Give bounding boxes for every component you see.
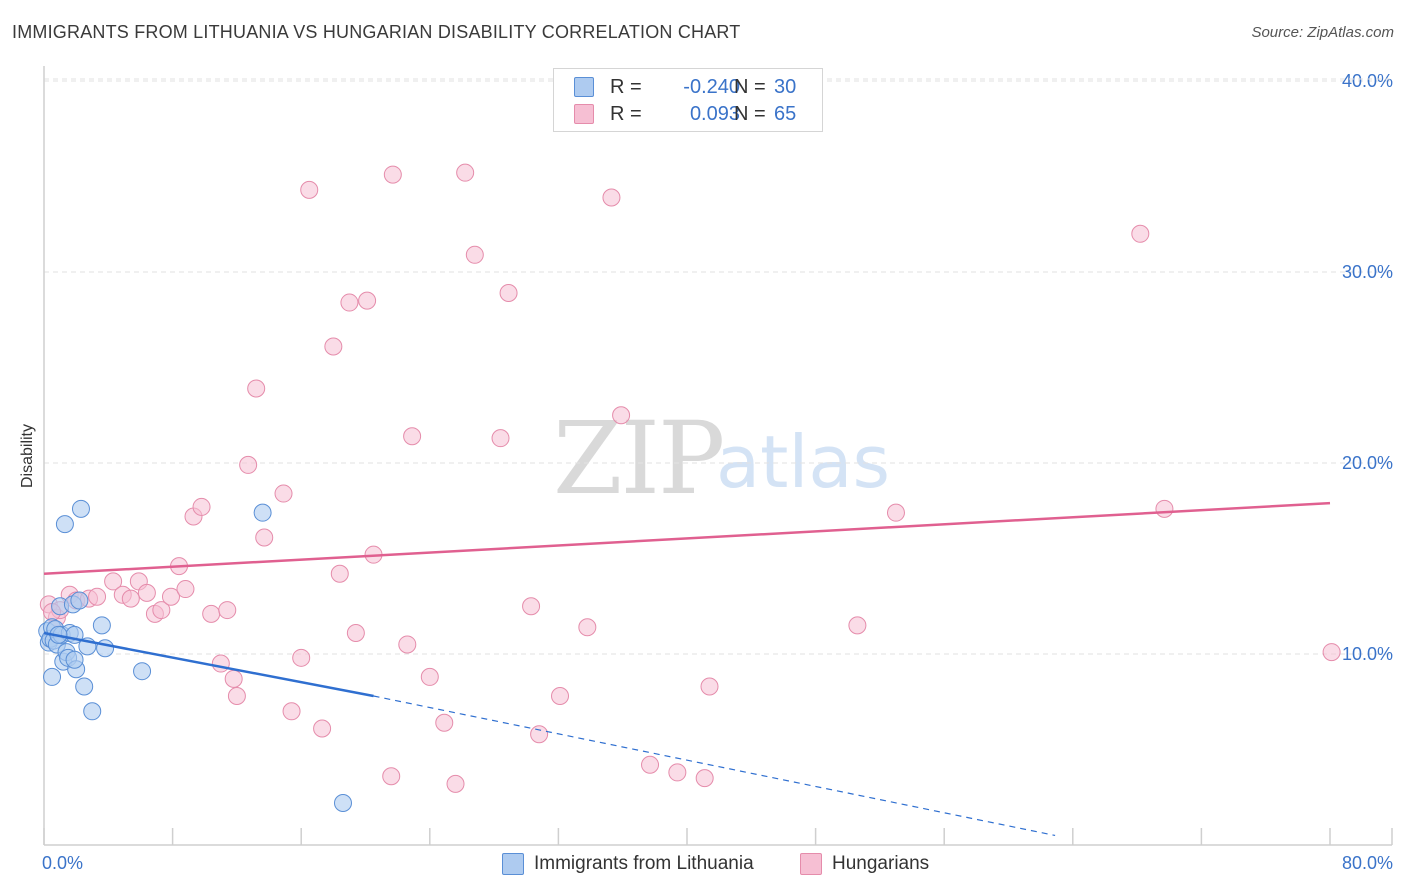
y-tick-label: 30.0% — [1342, 262, 1393, 282]
legend-label-hungarians: Hungarians — [832, 853, 929, 875]
hungarians-point — [603, 189, 620, 206]
hungarians-point — [314, 720, 331, 737]
hungarians-point — [552, 688, 569, 705]
hungarians-point — [642, 756, 659, 773]
lithuania-point — [44, 668, 61, 685]
hungarians-point — [531, 726, 548, 743]
hungarians-point — [1132, 225, 1149, 242]
legend-swatch-pink — [800, 853, 822, 875]
lithuania-point — [254, 504, 271, 521]
hungarians-point — [301, 181, 318, 198]
hungarians-point — [138, 584, 155, 601]
lithuania-point — [71, 592, 88, 609]
hungarians-point — [212, 655, 229, 672]
hungarians-point — [122, 590, 139, 607]
lithuania-point — [334, 794, 351, 811]
blue-r-label: R = — [610, 76, 642, 99]
lithuania-point — [72, 500, 89, 517]
lithuania-point — [76, 678, 93, 695]
pink-n-label: N = — [734, 103, 766, 126]
lithuania-trend-extension — [374, 696, 1056, 835]
hungarians-point — [849, 617, 866, 634]
blue-n-value: 30 — [774, 76, 796, 99]
hungarians-point — [613, 407, 630, 424]
hungarians-point — [331, 565, 348, 582]
hungarians-point — [89, 588, 106, 605]
lithuania-trend-line — [44, 633, 374, 696]
hungarians-point — [283, 703, 300, 720]
blue-r-value: -0.240 — [648, 76, 740, 99]
hungarians-point — [359, 292, 376, 309]
hungarians-point — [399, 636, 416, 653]
hungarians-point — [248, 380, 265, 397]
lithuania-point — [56, 516, 73, 533]
hungarians-point — [447, 775, 464, 792]
hungarians-point — [457, 164, 474, 181]
hungarians-point — [228, 688, 245, 705]
y-tick-label: 10.0% — [1342, 644, 1393, 664]
hungarians-point — [421, 668, 438, 685]
hungarians-point — [347, 624, 364, 641]
legend-item-hungarians: Hungarians — [800, 852, 929, 876]
hungarians-point — [579, 619, 596, 636]
y-tick-label: 20.0% — [1342, 453, 1393, 473]
legend-swatch-blue — [502, 853, 524, 875]
hungarians-point — [669, 764, 686, 781]
hungarians-point — [500, 285, 517, 302]
hungarians-point — [219, 602, 236, 619]
hungarians-point — [341, 294, 358, 311]
legend-label-lithuania: Immigrants from Lithuania — [534, 853, 754, 875]
hungarians-point — [701, 678, 718, 695]
hungarians-point — [225, 670, 242, 687]
hungarians-point — [293, 649, 310, 666]
x-tick-label-max: 80.0% — [1342, 853, 1393, 873]
hungarians-point — [523, 598, 540, 615]
blue-swatch — [574, 77, 594, 97]
lithuania-point — [84, 703, 101, 720]
hungarians-point — [887, 504, 904, 521]
hungarians-point — [436, 714, 453, 731]
hungarians-point — [696, 770, 713, 787]
hungarians-point — [1323, 644, 1340, 661]
blue-n-label: N = — [734, 76, 766, 99]
hungarians-point — [404, 428, 421, 445]
pink-swatch — [574, 104, 594, 124]
hungarians-trend-line — [44, 503, 1330, 574]
hungarians-point — [384, 166, 401, 183]
pink-r-value: 0.093 — [648, 103, 740, 126]
hungarians-point — [193, 498, 210, 515]
hungarians-point — [275, 485, 292, 502]
pink-n-value: 65 — [774, 103, 796, 126]
hungarians-point — [240, 456, 257, 473]
lithuania-point — [66, 651, 83, 668]
y-tick-label: 40.0% — [1342, 71, 1393, 91]
hungarians-point — [1156, 500, 1173, 517]
hungarians-point — [492, 430, 509, 447]
x-tick-label-min: 0.0% — [42, 853, 83, 873]
hungarians-point — [256, 529, 273, 546]
legend-item-lithuania: Immigrants from Lithuania — [502, 852, 754, 876]
lithuania-point — [93, 617, 110, 634]
hungarians-point — [383, 768, 400, 785]
hungarians-point — [325, 338, 342, 355]
hungarians-point — [203, 605, 220, 622]
lithuania-point — [134, 663, 151, 680]
hungarians-point — [466, 246, 483, 263]
pink-r-label: R = — [610, 103, 642, 126]
scatter-plot: 10.0% 20.0% 30.0% 40.0% 0.0% 80.0% — [0, 0, 1406, 892]
hungarians-point — [177, 581, 194, 598]
stats-legend-box: R = -0.240 N = 30 R = 0.093 N = 65 — [553, 68, 823, 132]
